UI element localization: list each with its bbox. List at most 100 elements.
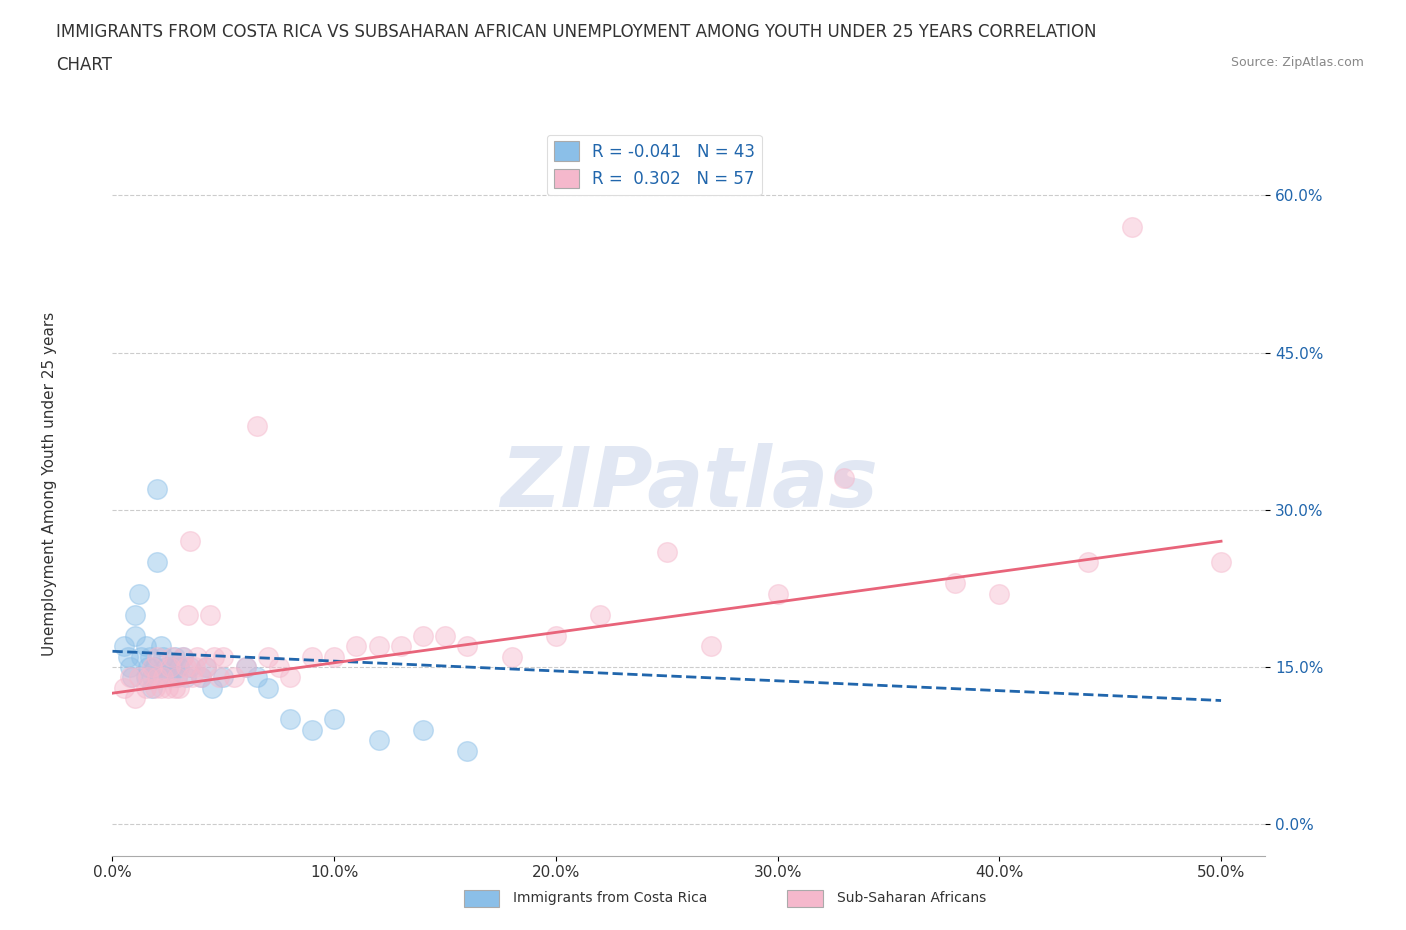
Point [162, 649, 184, 664]
Point [700, 639, 723, 654]
Point [120, 659, 142, 674]
Text: Unemployment Among Youth under 25 years: Unemployment Among Youth under 25 years [42, 312, 56, 656]
Point [150, 681, 173, 696]
Point [166, 670, 188, 684]
Point [141, 681, 163, 696]
Point [186, 649, 208, 664]
Text: Source: ZipAtlas.com: Source: ZipAtlas.com [1230, 56, 1364, 69]
Point [159, 659, 181, 674]
Point [190, 670, 212, 684]
Point [246, 418, 269, 433]
Point [156, 670, 179, 684]
Point [323, 712, 346, 727]
Point [146, 649, 169, 664]
Point [124, 607, 146, 622]
Point [278, 670, 301, 684]
Point [988, 586, 1011, 601]
Point [112, 639, 135, 654]
Point [152, 670, 174, 684]
Point [323, 649, 346, 664]
Point [128, 670, 150, 684]
Point [135, 681, 157, 696]
Point [177, 607, 200, 622]
Point [198, 607, 221, 622]
Point [146, 555, 169, 570]
Point [162, 659, 184, 674]
Point [179, 534, 201, 549]
Point [367, 733, 389, 748]
Point [120, 670, 142, 684]
Point [301, 723, 323, 737]
Point [256, 681, 278, 696]
Point [456, 639, 478, 654]
Point [174, 659, 197, 674]
Point [155, 659, 177, 674]
Point [172, 649, 194, 664]
Point [146, 482, 169, 497]
Point [167, 681, 190, 696]
Point [124, 628, 146, 643]
Point [235, 659, 257, 674]
Point [256, 649, 278, 664]
Point [389, 639, 412, 654]
Point [224, 670, 246, 684]
Point [456, 743, 478, 758]
Point [121, 670, 143, 684]
Point [139, 649, 162, 664]
Point [156, 681, 179, 696]
Point [201, 681, 224, 696]
Text: Immigrants from Costa Rica: Immigrants from Costa Rica [513, 891, 707, 906]
Point [204, 649, 226, 664]
Point [117, 649, 139, 664]
Legend: R = -0.041   N = 43, R =  0.302   N = 57: R = -0.041 N = 43, R = 0.302 N = 57 [547, 135, 762, 195]
Point [135, 639, 157, 654]
Text: ZIPatlas: ZIPatlas [501, 443, 877, 525]
Point [766, 586, 789, 601]
Point [136, 670, 159, 684]
Point [141, 670, 163, 684]
Point [235, 659, 257, 674]
Point [943, 576, 966, 591]
Point [141, 659, 163, 674]
Point [159, 670, 181, 684]
Point [212, 649, 235, 664]
Point [163, 649, 186, 664]
Point [412, 723, 434, 737]
Point [544, 628, 567, 643]
Point [1077, 555, 1099, 570]
Point [167, 659, 190, 674]
Point [163, 681, 186, 696]
Point [344, 639, 367, 654]
Point [367, 639, 389, 654]
Point [589, 607, 612, 622]
Point [194, 659, 217, 674]
Point [212, 670, 235, 684]
Point [143, 681, 166, 696]
Point [190, 670, 212, 684]
Point [129, 649, 153, 664]
Point [172, 649, 194, 664]
Text: CHART: CHART [56, 56, 112, 73]
Point [181, 670, 204, 684]
Point [128, 586, 150, 601]
Text: Sub-Saharan Africans: Sub-Saharan Africans [837, 891, 986, 906]
Point [174, 670, 197, 684]
Point [135, 670, 157, 684]
Point [267, 659, 290, 674]
Point [501, 649, 523, 664]
Point [146, 670, 169, 684]
Point [148, 670, 170, 684]
Point [208, 670, 231, 684]
Point [143, 659, 166, 674]
Point [112, 681, 135, 696]
Point [412, 628, 434, 643]
Point [152, 649, 174, 664]
Point [124, 691, 146, 706]
Point [1121, 219, 1143, 234]
Point [246, 670, 269, 684]
Point [136, 659, 159, 674]
Point [301, 649, 323, 664]
Point [166, 670, 188, 684]
Point [832, 471, 855, 485]
Point [179, 659, 201, 674]
